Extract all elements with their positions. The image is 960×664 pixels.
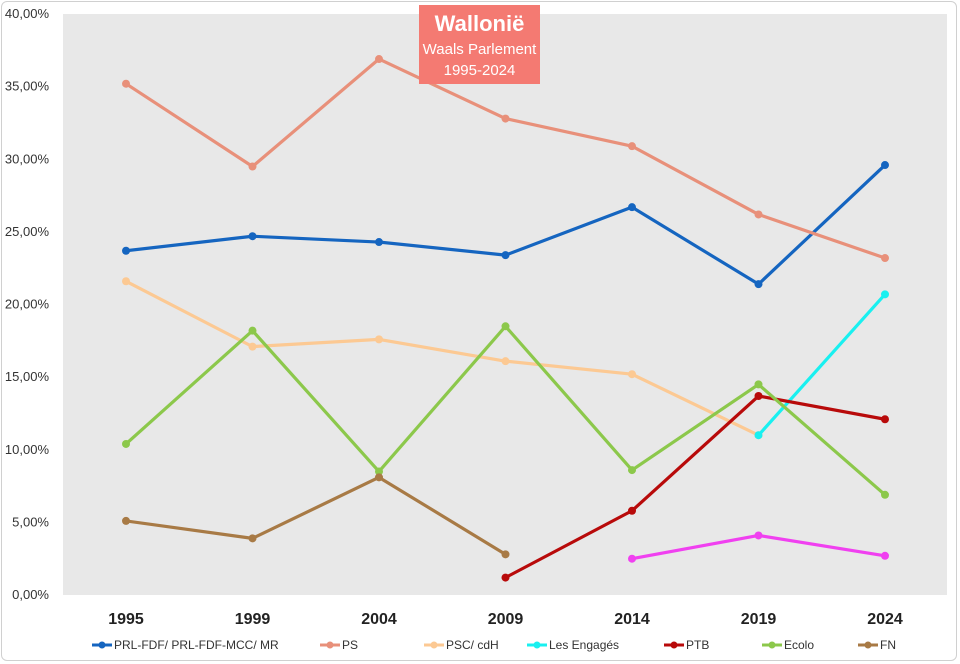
y-tick-label: 35,00% — [5, 79, 50, 94]
x-tick-label: 2019 — [741, 611, 777, 628]
y-tick-label: 20,00% — [5, 297, 50, 312]
data-point — [628, 142, 636, 151]
x-axis: 1995 1999 2004 2009 2014 2019 2024 — [108, 611, 903, 628]
series-les-engag-s — [754, 290, 889, 440]
legend-marker — [533, 641, 541, 649]
legend-item: PRL-FDF/ PRL-FDF-MCC/ MR — [92, 638, 279, 652]
x-tick-label: 2014 — [614, 611, 650, 628]
legend-marker — [326, 641, 334, 649]
chart-period: 1995-2024 — [443, 62, 516, 79]
x-tick-label: 1995 — [108, 611, 144, 628]
data-point — [501, 114, 510, 123]
data-point — [248, 534, 257, 543]
legend-label: FN — [880, 638, 896, 652]
series-lines — [122, 55, 889, 582]
data-point — [501, 357, 510, 366]
data-point — [501, 573, 510, 582]
data-point — [122, 246, 130, 255]
data-point — [501, 322, 510, 331]
series-ecolo — [122, 322, 889, 499]
legend-item: PS — [320, 638, 358, 652]
series-line — [124, 279, 761, 437]
y-tick-label: 25,00% — [5, 224, 50, 239]
chart-title: Wallonië — [434, 11, 525, 36]
legend-label: PSC/ cdH — [446, 638, 499, 652]
legend-label: PTB — [686, 638, 709, 652]
data-point — [754, 210, 763, 219]
data-point — [628, 506, 636, 515]
data-point — [881, 161, 889, 170]
legend-marker — [864, 641, 872, 649]
data-point — [754, 380, 763, 389]
series-unlabeled — [628, 531, 889, 563]
data-point — [375, 238, 383, 247]
data-point — [628, 370, 636, 379]
x-tick-label: 2004 — [361, 611, 397, 628]
data-point — [754, 392, 763, 401]
data-point — [122, 79, 130, 88]
title-box: Wallonië Waals Parlement 1995-2024 — [419, 5, 540, 84]
data-point — [628, 466, 636, 475]
y-tick-label: 5,00% — [12, 514, 49, 529]
data-point — [122, 439, 130, 448]
data-point — [881, 290, 889, 299]
series-fn — [122, 473, 510, 559]
series-ps — [122, 55, 889, 263]
legend-label: PS — [342, 638, 358, 652]
legend-marker — [430, 641, 438, 649]
series-line — [124, 475, 508, 556]
data-point — [881, 490, 889, 499]
legend: PRL-FDF/ PRL-FDF-MCC/ MR PS PSC/ cdH Les En… — [92, 638, 896, 652]
series-prl-fdf-prl-fdf-mcc-mr — [122, 161, 889, 289]
data-point — [754, 280, 763, 289]
data-point — [375, 473, 383, 482]
data-point — [122, 516, 130, 525]
legend-marker — [670, 641, 678, 649]
data-point — [881, 415, 889, 424]
data-point — [501, 251, 510, 260]
y-tick-label: 10,00% — [5, 442, 50, 457]
x-tick-label: 2009 — [488, 611, 524, 628]
x-tick-label: 1999 — [235, 611, 271, 628]
data-point — [754, 431, 763, 440]
y-tick-label: 40,00% — [5, 6, 50, 21]
legend-item: PSC/ cdH — [424, 638, 499, 652]
data-point — [628, 203, 636, 212]
data-point — [501, 550, 510, 559]
data-point — [881, 254, 889, 263]
series-line — [756, 292, 887, 437]
legend-item: PTB — [664, 638, 709, 652]
x-tick-label: 2024 — [867, 611, 903, 628]
data-point — [248, 342, 257, 351]
legend-item: Ecolo — [762, 638, 814, 652]
legend-item: FN — [858, 638, 896, 652]
y-tick-label: 30,00% — [5, 151, 50, 166]
data-point — [122, 277, 130, 286]
data-point — [375, 467, 383, 476]
y-axis: 0,00% 5,00% 10,00% 15,00% 20,00% 25,00% 30,00%… — [5, 6, 50, 602]
series-ptb — [501, 392, 889, 582]
chart-subtitle: Waals Parlement — [422, 41, 537, 58]
legend-marker — [768, 641, 776, 649]
data-point — [248, 326, 257, 335]
series-line — [503, 394, 887, 580]
data-point — [375, 335, 383, 344]
data-point — [881, 551, 889, 560]
plot-area — [63, 14, 947, 595]
data-point — [754, 531, 763, 540]
data-point — [628, 554, 636, 563]
data-point — [248, 162, 257, 171]
y-tick-label: 15,00% — [5, 369, 50, 384]
legend-item: Les Engagés — [527, 638, 619, 652]
y-tick-label: 0,00% — [12, 587, 49, 602]
legend-label: Les Engagés — [549, 638, 619, 652]
legend-marker — [98, 641, 106, 649]
data-point — [248, 232, 257, 241]
legend-label: PRL-FDF/ PRL-FDF-MCC/ MR — [114, 638, 279, 652]
data-point — [375, 55, 383, 64]
legend-label: Ecolo — [784, 638, 814, 652]
